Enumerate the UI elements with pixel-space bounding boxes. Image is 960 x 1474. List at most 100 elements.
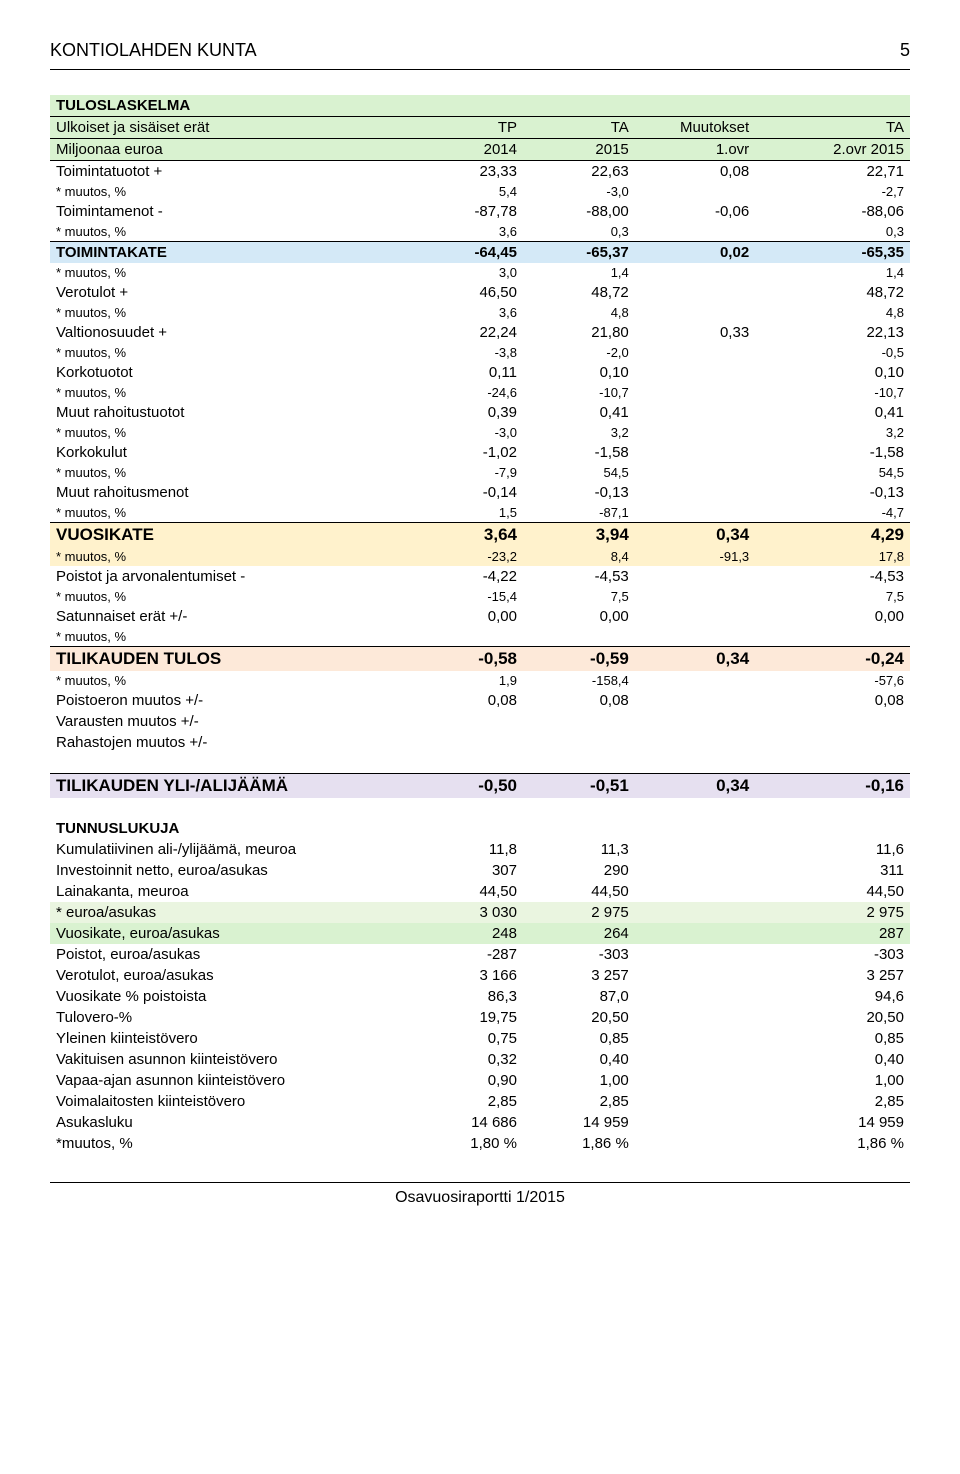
table-cell <box>635 986 755 1007</box>
table-cell: 0,41 <box>755 402 910 423</box>
table-row: TILIKAUDEN TULOS-0,58-0,590,34-0,24 <box>50 647 910 672</box>
table-cell: -2,0 <box>523 343 635 362</box>
table-row: TULOSLASKELMA <box>50 95 910 117</box>
table-cell: * muutos, % <box>50 182 411 201</box>
table-cell: -10,7 <box>755 383 910 402</box>
table-cell: TP <box>411 117 523 139</box>
table-cell <box>523 753 635 773</box>
table-row: Verotulot +46,5048,7248,72 <box>50 282 910 303</box>
table-cell: Rahastojen muutos +/- <box>50 732 411 753</box>
org-name: KONTIOLAHDEN KUNTA <box>50 40 257 61</box>
table-cell <box>635 902 755 923</box>
table-cell: 22,24 <box>411 322 523 343</box>
table-cell: 2,85 <box>523 1091 635 1112</box>
table-row: TUNNUSLUKUJA <box>50 818 910 839</box>
table-cell <box>635 442 755 463</box>
table-cell: -23,2 <box>411 547 523 566</box>
table-cell: 11,3 <box>523 839 635 860</box>
table-cell: Korkotuotot <box>50 362 411 383</box>
table-cell: 311 <box>755 860 910 881</box>
table-cell <box>635 362 755 383</box>
table-cell <box>635 753 755 773</box>
table-row: * muutos, %-3,03,23,2 <box>50 423 910 442</box>
table-cell: Asukasluku <box>50 1112 411 1133</box>
table-cell <box>635 383 755 402</box>
table-cell: Verotulot + <box>50 282 411 303</box>
table-cell: 1,4 <box>755 263 910 282</box>
table-cell <box>755 798 910 818</box>
table-cell: 21,80 <box>523 322 635 343</box>
table-cell: -10,7 <box>523 383 635 402</box>
table-cell <box>755 711 910 732</box>
table-cell: 44,50 <box>523 881 635 902</box>
table-cell: * muutos, % <box>50 503 411 523</box>
table-row: Tulovero-%19,7520,5020,50 <box>50 1007 910 1028</box>
table-cell: 46,50 <box>411 282 523 303</box>
table-cell: -3,0 <box>411 423 523 442</box>
table-cell: -4,53 <box>755 566 910 587</box>
table-cell: * muutos, % <box>50 343 411 362</box>
table-cell <box>635 282 755 303</box>
table-row: Investoinnit netto, euroa/asukas30729031… <box>50 860 910 881</box>
table-cell: -0,06 <box>635 201 755 222</box>
table-cell: -15,4 <box>411 587 523 606</box>
table-cell: 3,94 <box>523 523 635 548</box>
table-cell: Poistoeron muutos +/- <box>50 690 411 711</box>
table-cell: 2015 <box>523 139 635 161</box>
table-cell: Satunnaiset erät +/- <box>50 606 411 627</box>
table-row: Miljoonaa euroa201420151.ovr2.ovr 2015 <box>50 139 910 161</box>
table-cell: 20,50 <box>523 1007 635 1028</box>
table-cell: 8,4 <box>523 547 635 566</box>
table-row: Korkotuotot0,110,100,10 <box>50 362 910 383</box>
table-cell: -3,0 <box>523 182 635 201</box>
table-cell: 2 975 <box>755 902 910 923</box>
table-cell: -0,13 <box>755 482 910 503</box>
table-cell: Vakituisen asunnon kiinteistövero <box>50 1049 411 1070</box>
table-row: Muut rahoitustuotot0,390,410,41 <box>50 402 910 423</box>
table-cell <box>755 732 910 753</box>
table-cell: -64,45 <box>411 242 523 264</box>
table-row: * muutos, %1,5-87,1-4,7 <box>50 503 910 523</box>
table-cell: Valtionosuudet + <box>50 322 411 343</box>
table-cell: Miljoonaa euroa <box>50 139 411 161</box>
table-row: Vapaa-ajan asunnon kiinteistövero0,901,0… <box>50 1070 910 1091</box>
table-cell: TULOSLASKELMA <box>50 95 411 117</box>
table-cell: 0,08 <box>635 161 755 183</box>
table-row: Satunnaiset erät +/-0,000,000,00 <box>50 606 910 627</box>
table-cell: * muutos, % <box>50 671 411 690</box>
table-cell <box>635 1049 755 1070</box>
table-cell: -0,16 <box>755 773 910 798</box>
table-cell <box>635 1028 755 1049</box>
table-cell <box>755 627 910 647</box>
table-cell: 19,75 <box>411 1007 523 1028</box>
table-cell <box>523 732 635 753</box>
table-cell: 1,86 % <box>755 1133 910 1154</box>
table-cell: -0,50 <box>411 773 523 798</box>
table-cell <box>635 923 755 944</box>
table-cell: 1,00 <box>523 1070 635 1091</box>
table-row <box>50 798 910 818</box>
table-cell: -287 <box>411 944 523 965</box>
table-cell: 0,34 <box>635 773 755 798</box>
table-cell: -24,6 <box>411 383 523 402</box>
table-cell: 0,85 <box>523 1028 635 1049</box>
table-cell: 1,4 <box>523 263 635 282</box>
table-cell <box>635 303 755 322</box>
table-row: Poistot ja arvonalentumiset --4,22-4,53-… <box>50 566 910 587</box>
table-cell <box>635 1112 755 1133</box>
table-cell: -4,53 <box>523 566 635 587</box>
table-cell: 22,71 <box>755 161 910 183</box>
table-cell: * muutos, % <box>50 587 411 606</box>
table-cell: 307 <box>411 860 523 881</box>
table-cell: 1,9 <box>411 671 523 690</box>
table-row: Vakituisen asunnon kiinteistövero0,320,4… <box>50 1049 910 1070</box>
table-cell: Verotulot, euroa/asukas <box>50 965 411 986</box>
table-cell <box>635 503 755 523</box>
table-cell: 0,34 <box>635 647 755 672</box>
table-cell: Poistot ja arvonalentumiset - <box>50 566 411 587</box>
table-row: Asukasluku14 68614 95914 959 <box>50 1112 910 1133</box>
table-cell: 0,39 <box>411 402 523 423</box>
table-row: Verotulot, euroa/asukas3 1663 2573 257 <box>50 965 910 986</box>
table-cell <box>635 1133 755 1154</box>
table-row: VUOSIKATE3,643,940,344,29 <box>50 523 910 548</box>
